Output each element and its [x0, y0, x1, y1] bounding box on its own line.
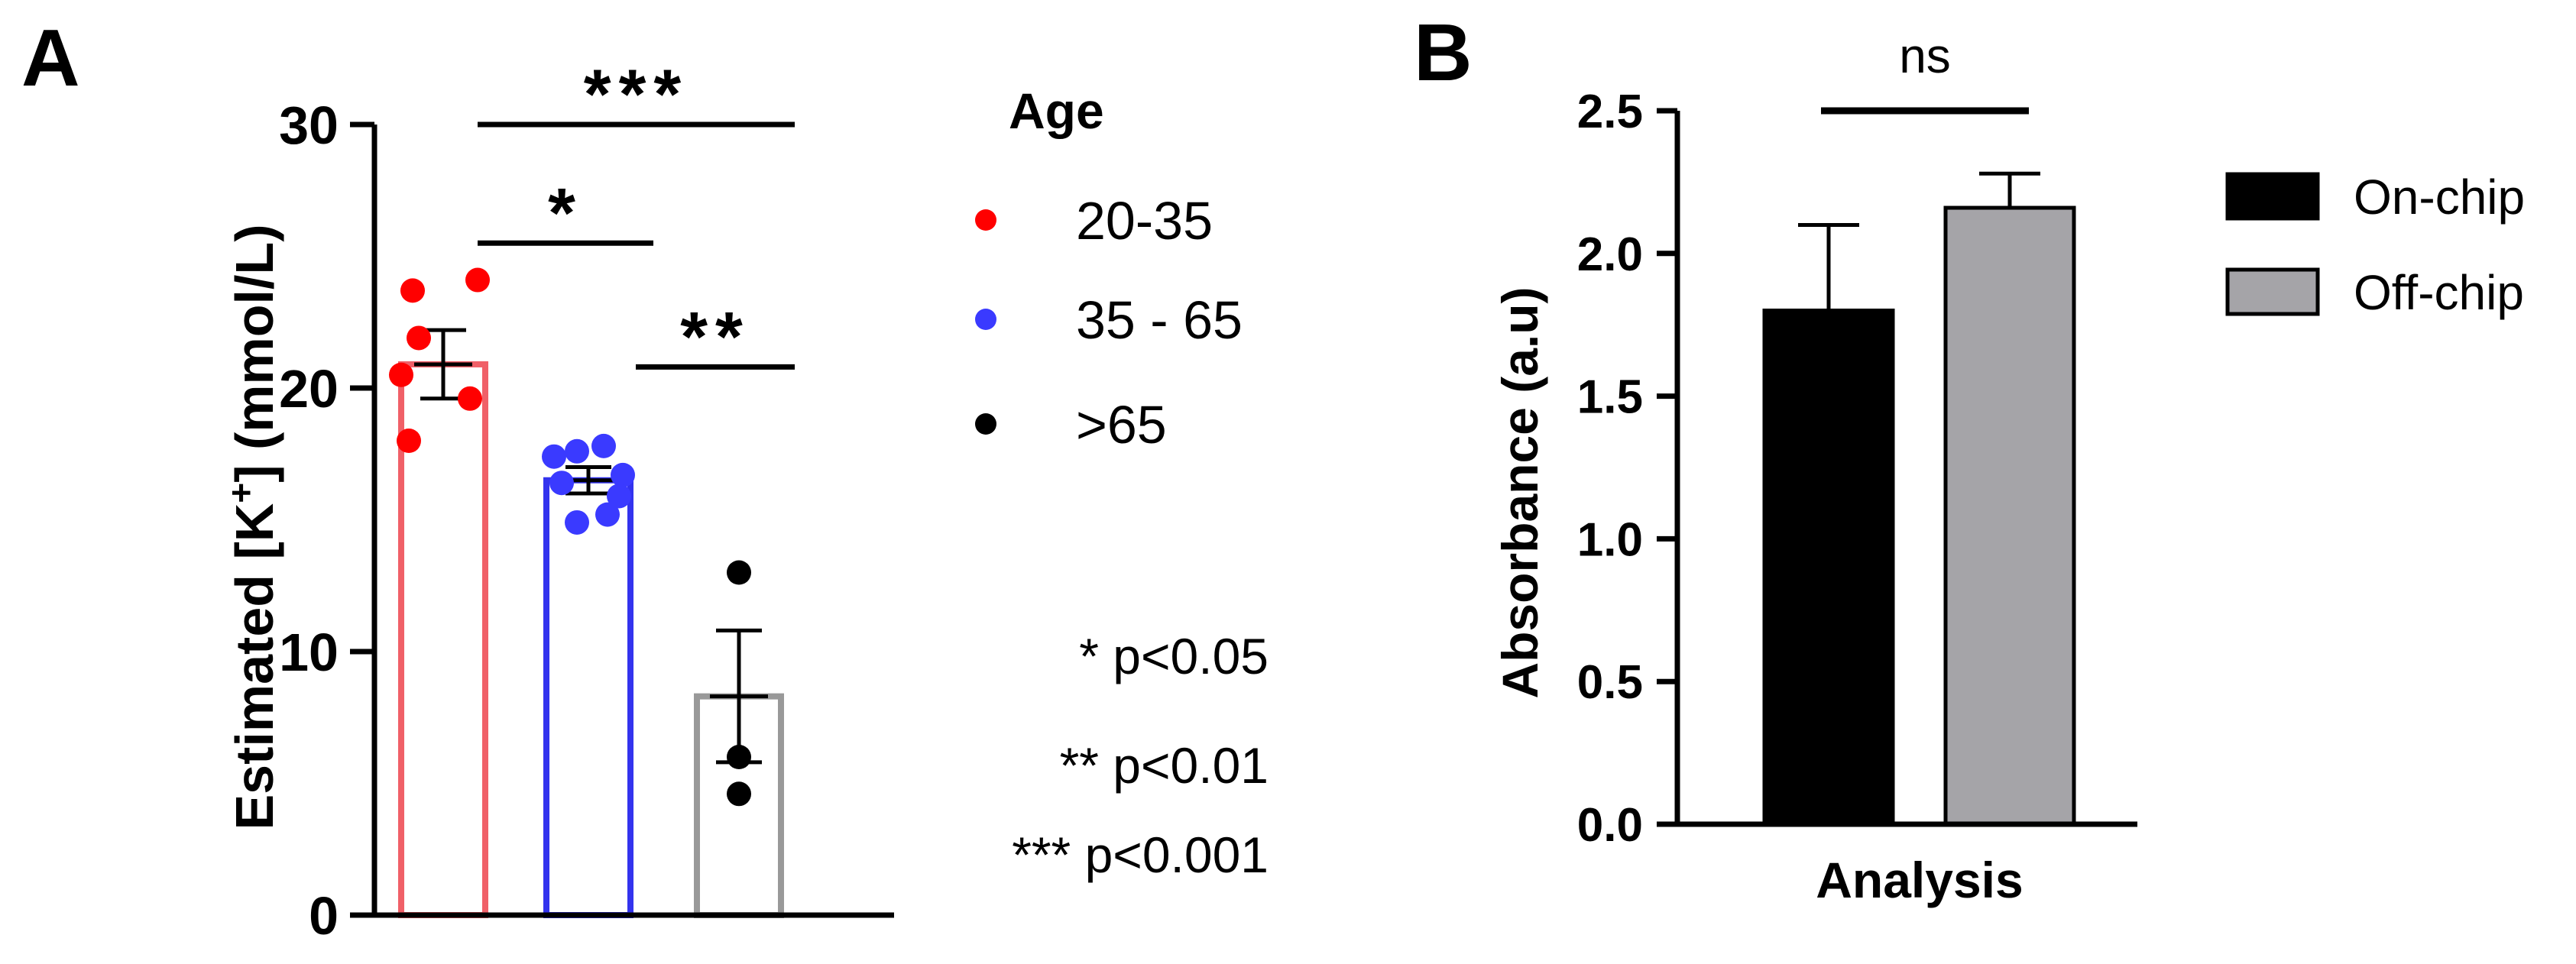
panel-a-note-1: * p<0.05 — [1079, 628, 1269, 684]
panel-b-legend-swatch-1 — [2225, 267, 2320, 316]
panel-a-point-1-6 — [565, 509, 589, 535]
panel-b-ytick-label-3: 1.5 — [1577, 371, 1643, 424]
panel-a-point-0-3 — [389, 362, 413, 387]
panel-b-plot: ns 0.0 0.5 1.0 1.5 2.0 2.5 — [1577, 28, 2137, 852]
panel-b-legend-label-0: On-chip — [2354, 170, 2525, 225]
panel-a-legend-label-0: 20-35 — [1076, 191, 1213, 251]
panel-b-legend-swatch-0 — [2225, 172, 2320, 221]
panel-a-point-1-5 — [607, 484, 631, 509]
panel-a-point-0-5 — [397, 429, 421, 453]
panel-a-legend-label-1: 35 - 65 — [1076, 290, 1243, 350]
panel-a-point-2-0 — [727, 560, 751, 585]
panel-a-ylabel-sup: + — [221, 483, 261, 503]
panel-a-ylabel-suffix: ] (mmol/L) — [225, 224, 284, 482]
panel-b-ytick-label-4: 2.0 — [1577, 228, 1643, 281]
panel-a-sig-label-1: * — [548, 174, 583, 252]
panel-b-ytick-label-0: 0.0 — [1577, 799, 1643, 852]
panel-a-ytick-label-3: 30 — [279, 95, 339, 155]
panel-a-point-0-2 — [407, 325, 431, 351]
panel-a-point-0-0 — [400, 278, 425, 303]
panel-a-legend-label-2: >65 — [1076, 395, 1167, 455]
panel-a-sig-label-2: ** — [680, 298, 750, 376]
panel-a-legend-title: Age — [1009, 82, 1104, 139]
panel-a-point-1-3 — [611, 462, 635, 487]
panel-a-point-0-1 — [465, 267, 490, 293]
panel-a-sig-label-0: *** — [584, 56, 689, 134]
panel-a-ytick-label-2: 20 — [279, 359, 339, 419]
panel-a-legend-marker-1 — [975, 309, 996, 330]
panel-a-point-1-0 — [542, 444, 566, 469]
panel-b-bar-1 — [1943, 205, 2076, 827]
panel-a-label: A — [21, 13, 80, 103]
panel-b-ytick-label-1: 0.5 — [1577, 656, 1643, 709]
panel-a-legend: Age 20-35 35 - 65 >65 — [975, 82, 1243, 455]
panel-a-ytick-label-0: 0 — [309, 886, 339, 946]
panel-b-ytick-label-2: 1.0 — [1577, 513, 1643, 566]
panel-b-bar-0 — [1762, 309, 1895, 827]
panel-a-point-0-4 — [458, 386, 482, 411]
panel-a-note-3: *** p<0.001 — [1012, 827, 1269, 883]
panel-a-point-1-1 — [565, 438, 589, 464]
panel-a-ytick-label-1: 10 — [279, 623, 339, 682]
panel-b-ylabel: Absorbance (a.u) — [1492, 286, 1548, 698]
panel-b-legend-label-1: Off-chip — [2354, 265, 2524, 320]
panel-b: B Absorbance (a.u) ns 0.0 0.5 1.0 1.5 2.0 2.5… — [1414, 8, 2525, 908]
panel-a-ylabel-prefix: Estimated [K — [225, 503, 284, 830]
panel-b-label: B — [1414, 8, 1473, 98]
panel-a-legend-marker-0 — [975, 209, 996, 231]
panel-a-point-2-2 — [727, 781, 751, 807]
panel-a-legend-marker-2 — [975, 413, 996, 435]
panel-a-bar-1 — [543, 477, 633, 918]
panel-a-point-1-4 — [549, 471, 574, 496]
panel-b-legend: On-chip Off-chip — [2225, 170, 2525, 320]
panel-a-point-1-2 — [591, 433, 616, 458]
panel-b-sig-label-0: ns — [1899, 28, 1951, 83]
panel-a-significance-notes: * p<0.05 ** p<0.01 *** p<0.001 — [1012, 628, 1269, 883]
panel-a-point-2-1 — [727, 745, 751, 769]
panel-a: A Estimated [K+] (mmol/L) ****** 0102030… — [21, 13, 1269, 946]
panel-b-ytick-label-5: 2.5 — [1577, 86, 1643, 138]
panel-a-point-1-7 — [595, 502, 620, 527]
panel-a-ylabel: Estimated [K+] (mmol/L) — [221, 224, 284, 830]
panel-a-note-2: ** p<0.01 — [1060, 737, 1269, 794]
panel-b-xlabel: Analysis — [1816, 852, 2023, 908]
